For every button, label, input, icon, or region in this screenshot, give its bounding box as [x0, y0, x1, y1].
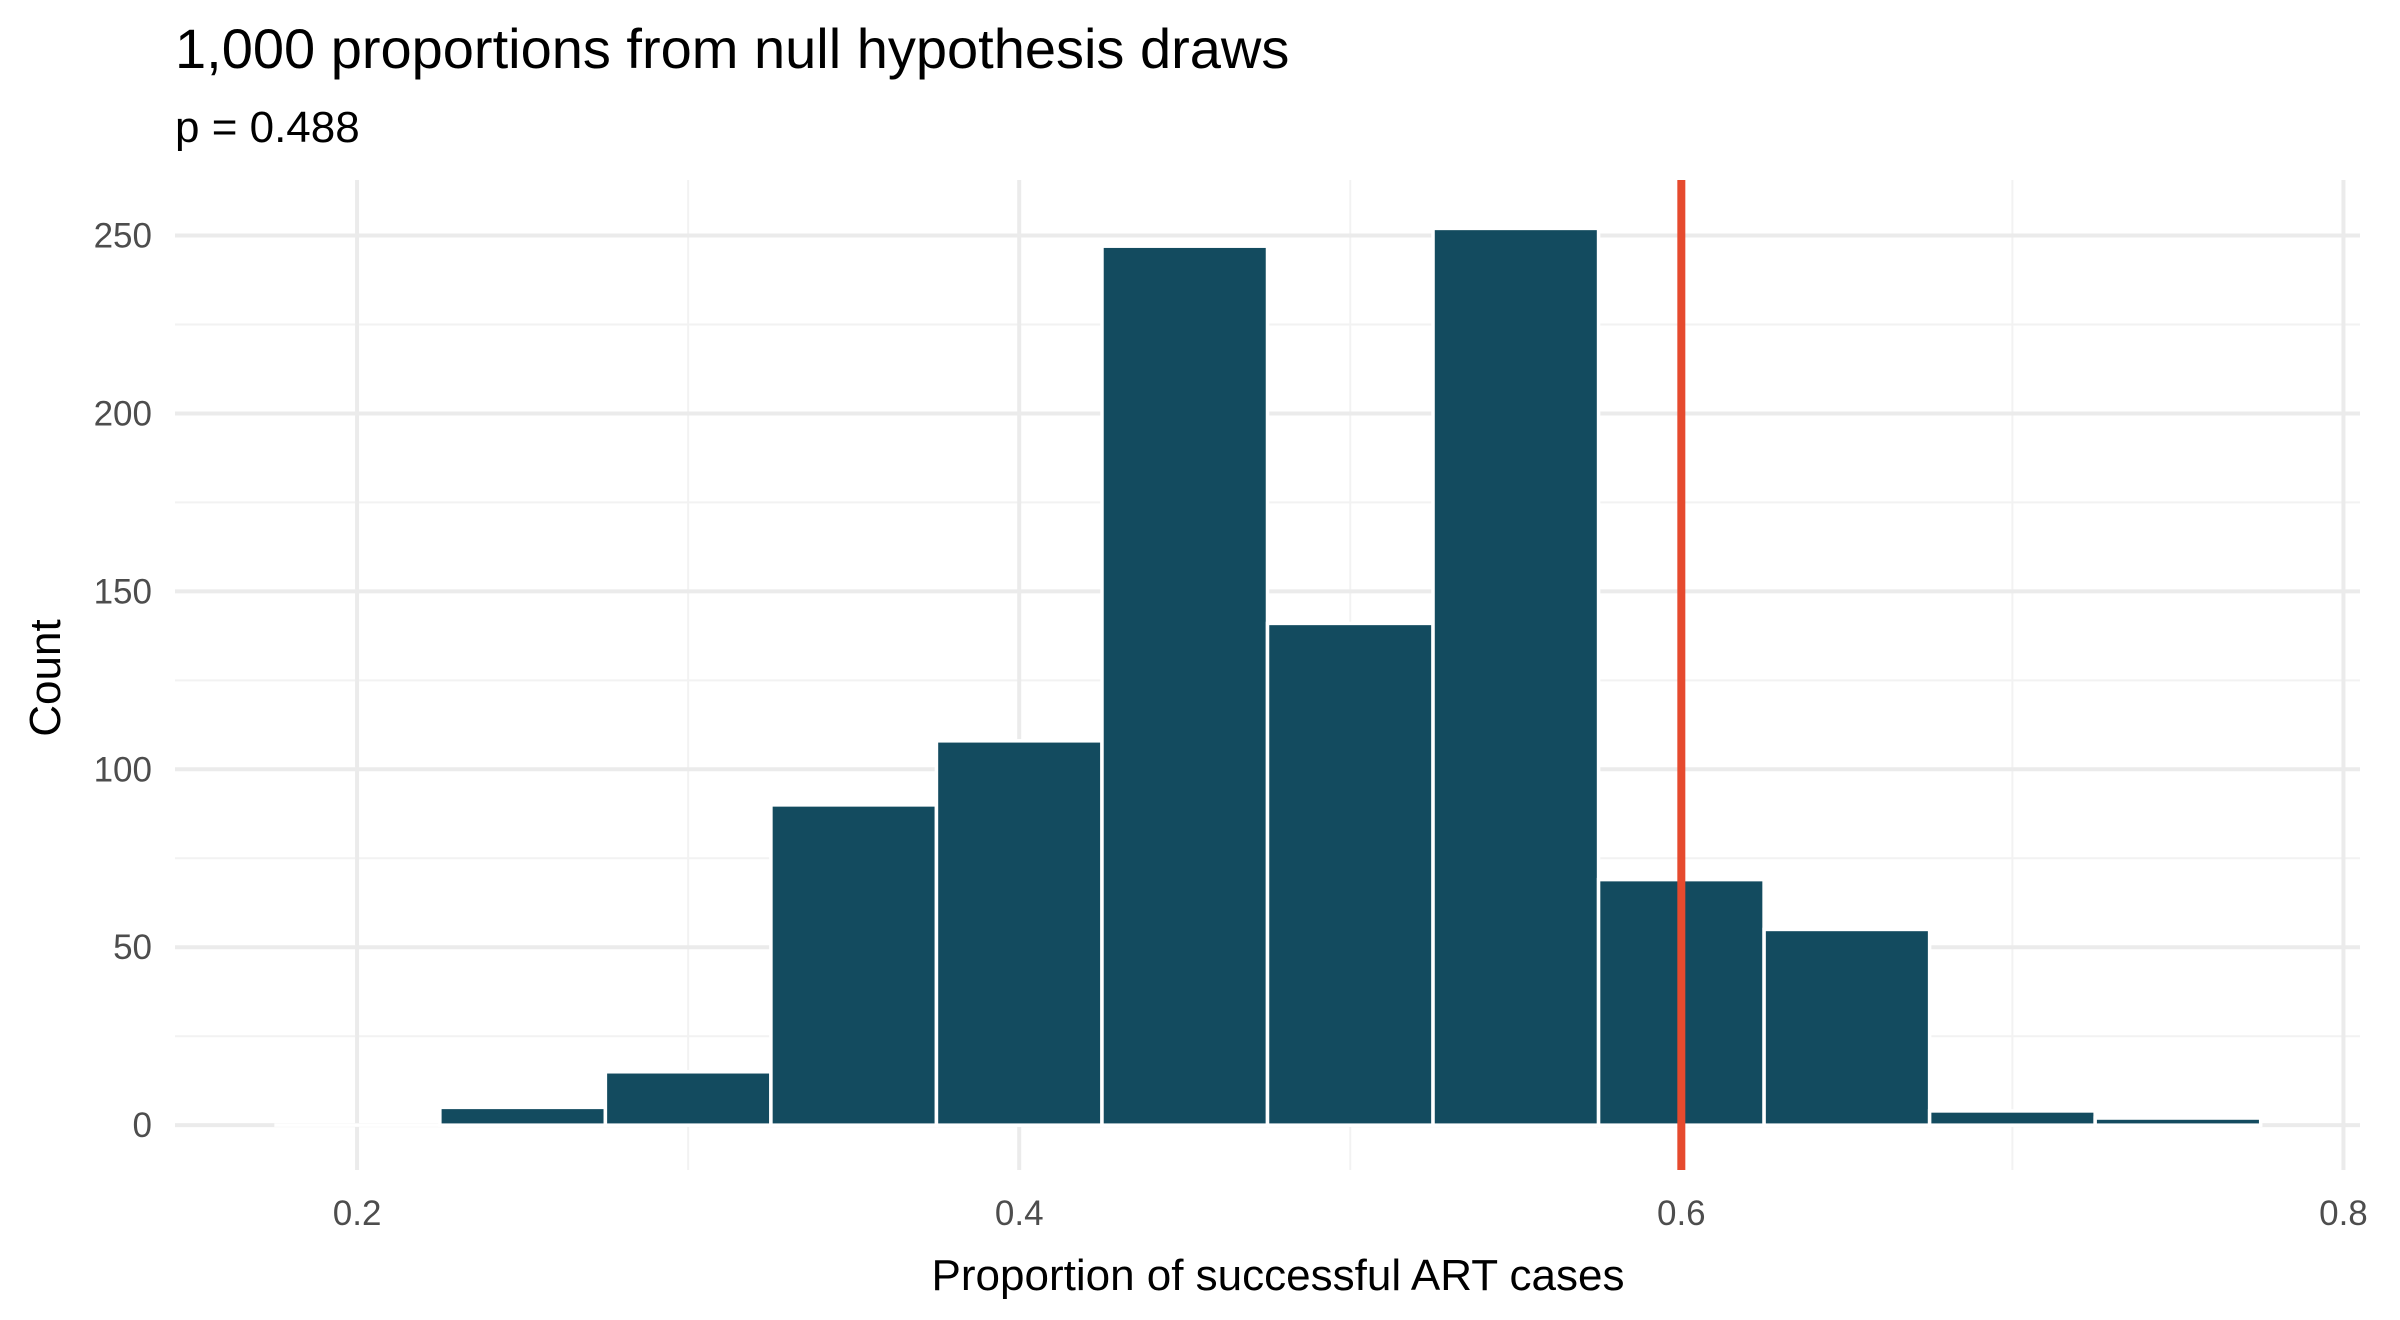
- histogram-bars: [274, 226, 2263, 1127]
- y-tick-label: 100: [94, 750, 152, 789]
- y-tick-label: 0: [133, 1106, 152, 1145]
- x-tick-label: 0.4: [995, 1194, 1044, 1233]
- chart-title: 1,000 proportions from null hypothesis d…: [175, 17, 1289, 80]
- y-axis-title: Count: [21, 619, 70, 736]
- y-tick-label: 200: [94, 394, 152, 433]
- x-tick-label: 0.6: [1657, 1194, 1706, 1233]
- histogram-bar: [1762, 927, 1932, 1127]
- x-axis-tick-labels: 0.2 0.4 0.6 0.8: [333, 1194, 2368, 1233]
- y-tick-label: 150: [94, 572, 152, 611]
- histogram-bar: [1265, 621, 1435, 1127]
- histogram-bar: [603, 1070, 773, 1127]
- x-axis-title: Proportion of successful ART cases: [932, 1251, 1625, 1300]
- chart-subtitle: p = 0.488: [175, 103, 360, 152]
- histogram-bar: [2093, 1116, 2263, 1127]
- histogram-bar: [1431, 226, 1601, 1127]
- histogram-bar: [769, 803, 939, 1127]
- histogram-bar: [1927, 1109, 2097, 1127]
- y-tick-label: 50: [113, 928, 152, 967]
- histogram-bar: [438, 1105, 608, 1127]
- x-tick-label: 0.8: [2319, 1194, 2368, 1233]
- histogram-bar: [1100, 244, 1270, 1127]
- y-tick-label: 250: [94, 217, 152, 256]
- x-tick-label: 0.2: [333, 1194, 382, 1233]
- histogram-bar: [934, 739, 1104, 1127]
- panel: [175, 180, 2360, 1170]
- y-axis-tick-labels: 0 50 100 150 200 250: [94, 217, 152, 1146]
